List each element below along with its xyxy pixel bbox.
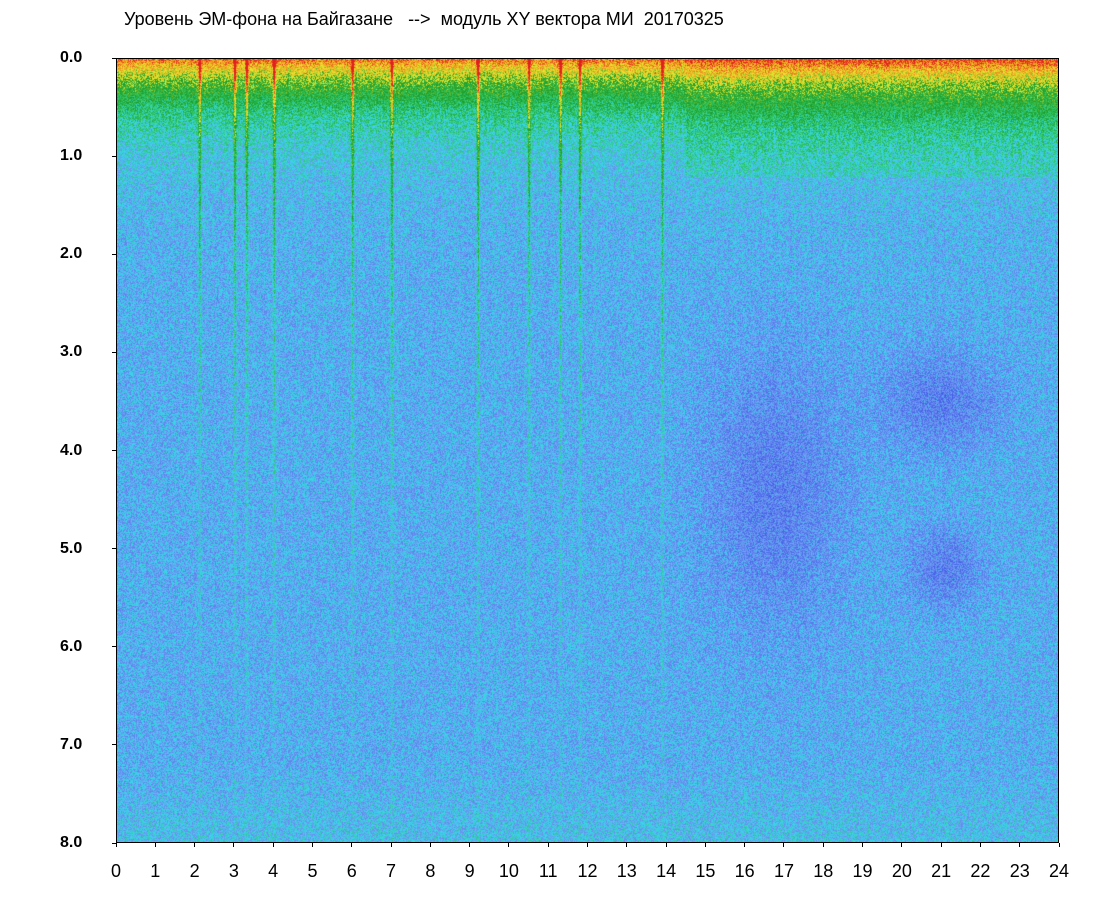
y-tick-mark	[112, 253, 116, 255]
x-tick-label: 7	[386, 861, 397, 881]
y-tick-label: 1.0	[60, 147, 83, 165]
x-tick-label: 20	[891, 861, 912, 881]
x-tick-label: 19	[852, 861, 873, 881]
x-tick-label: 9	[464, 861, 475, 881]
x-tick-mark	[311, 843, 313, 847]
x-tick-mark	[704, 843, 706, 847]
x-tick-mark	[822, 843, 824, 847]
x-tick-mark	[469, 843, 471, 847]
x-tick-mark	[783, 843, 785, 847]
x-tick-label: 21	[931, 861, 952, 881]
x-tick-mark	[862, 843, 864, 847]
x-tick-label: 15	[695, 861, 716, 881]
x-tick-label: 18	[813, 861, 834, 881]
x-tick-label: 2	[189, 861, 200, 881]
x-tick-mark	[1058, 843, 1060, 847]
x-tick-mark	[940, 843, 942, 847]
y-tick-label: 2.0	[60, 245, 83, 263]
x-tick-mark	[587, 843, 588, 847]
y-tick-mark	[112, 646, 116, 648]
y-tick-label: 5.0	[60, 539, 83, 557]
x-tick-mark	[665, 843, 667, 847]
x-tick-label: 10	[498, 861, 519, 881]
x-tick-mark	[272, 843, 274, 847]
x-tick-label: 14	[656, 861, 677, 881]
x-tick-mark	[351, 843, 353, 847]
x-tick-mark	[901, 843, 903, 847]
y-tick-mark	[112, 351, 116, 353]
x-tick-label: 3	[228, 861, 239, 881]
x-tick-mark	[1019, 843, 1021, 847]
x-tick-label: 11	[538, 861, 558, 881]
y-tick-mark	[112, 548, 116, 550]
y-tick-mark	[112, 744, 116, 746]
x-tick-label: 12	[577, 861, 598, 881]
x-tick-mark	[508, 843, 510, 847]
y-tick-mark	[112, 842, 116, 844]
x-tick-mark	[547, 843, 549, 847]
chart-title: Уровень ЭМ-фона на Байгазане --> модуль …	[124, 9, 724, 29]
y-tick-mark	[112, 57, 116, 59]
x-tick-label: 4	[268, 861, 279, 881]
x-tick-label: 8	[425, 861, 436, 881]
y-tick-label: 6.0	[60, 637, 83, 655]
x-tick-mark	[154, 843, 156, 847]
y-tick-mark	[112, 155, 116, 157]
x-tick-label: 5	[307, 861, 318, 881]
x-tick-mark	[115, 843, 117, 847]
plot-area	[116, 58, 1059, 843]
y-tick-label: 8.0	[60, 834, 83, 851]
x-tick-label: 17	[773, 861, 794, 881]
x-tick-label: 1	[150, 861, 161, 881]
x-tick-mark	[233, 843, 235, 847]
x-tick-label: 24	[1048, 861, 1070, 881]
x-tick-label: 23	[1009, 861, 1030, 881]
y-tick-label: 3.0	[60, 343, 83, 361]
x-tick-mark	[979, 843, 981, 847]
x-tick-mark	[626, 843, 628, 847]
heatmap-canvas	[117, 59, 1058, 842]
x-tick-mark	[429, 843, 431, 847]
x-tick-mark	[744, 843, 746, 847]
y-tick-label: 0.0	[60, 49, 83, 66]
y-tick-label: 4.0	[60, 441, 83, 459]
x-tick-label: 16	[734, 861, 755, 881]
y-tick-label: 7.0	[60, 735, 83, 753]
x-tick-mark	[194, 843, 196, 847]
x-tick-label: 22	[970, 861, 991, 881]
x-tick-label: 6	[346, 861, 357, 881]
x-tick-label: 13	[616, 861, 637, 881]
x-tick-mark	[390, 843, 392, 847]
x-tick-label: 0	[110, 861, 122, 881]
y-tick-mark	[112, 450, 116, 451]
